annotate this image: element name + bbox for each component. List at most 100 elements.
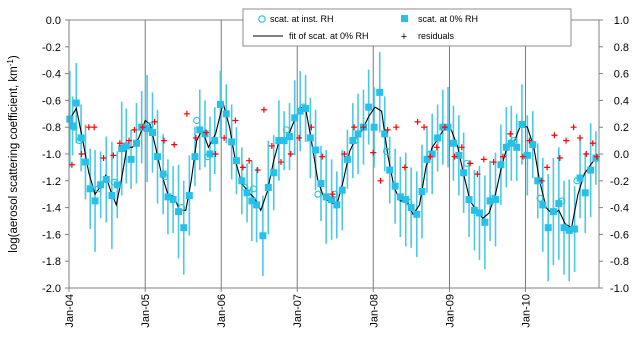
dry-rh-point bbox=[396, 193, 404, 201]
dry-rh-point bbox=[296, 107, 304, 115]
residual-point bbox=[351, 124, 358, 131]
x-tick-label: Jan-09 bbox=[444, 294, 456, 328]
dry-rh-point bbox=[338, 186, 346, 194]
dry-rh-point bbox=[491, 196, 499, 204]
residual-point bbox=[254, 167, 261, 174]
dry-rh-point bbox=[312, 146, 320, 154]
residual-point bbox=[78, 151, 85, 157]
y2-tick-label: -0.8 bbox=[610, 256, 629, 268]
y-tick-label: -0.8 bbox=[42, 122, 61, 134]
dry-rh-point bbox=[228, 138, 236, 146]
x-tick-label: Jan-04 bbox=[64, 294, 76, 328]
residual-point bbox=[427, 153, 434, 160]
y-tick-label: -0.6 bbox=[42, 95, 61, 107]
y2-tick-label: 0.8 bbox=[614, 42, 629, 54]
dry-rh-point bbox=[343, 155, 351, 163]
dry-rh-point bbox=[434, 134, 442, 142]
dry-rh-point bbox=[91, 197, 99, 205]
y2-tick-label: -0.6 bbox=[610, 229, 629, 241]
residual-point bbox=[421, 124, 428, 131]
residual-point bbox=[526, 137, 533, 144]
residual-point bbox=[458, 144, 465, 151]
dry-rh-point bbox=[544, 224, 552, 232]
residual-point bbox=[192, 134, 199, 141]
dry-rh-point bbox=[243, 189, 251, 197]
dry-rh-point bbox=[539, 201, 547, 209]
legend-fit-label: fit of scat. at 0% RH bbox=[289, 31, 369, 41]
dry-rh-point bbox=[560, 224, 568, 232]
dry-rh-point bbox=[286, 133, 294, 141]
dry-rh-point bbox=[127, 155, 135, 163]
y-tick-label: 0.0 bbox=[46, 15, 61, 27]
residual-point bbox=[507, 130, 514, 137]
dry-rh-point bbox=[423, 155, 431, 163]
legend-inst-label: scat. at inst. RH bbox=[270, 14, 334, 24]
dry-rh-point bbox=[306, 134, 314, 142]
y2-tick-label: 1.0 bbox=[614, 15, 629, 27]
dry-rh-point bbox=[444, 123, 452, 131]
y-tick-label: -2.0 bbox=[42, 283, 61, 295]
y-tick-label: -1.6 bbox=[42, 229, 61, 241]
residual-point bbox=[401, 164, 408, 171]
dry-rh-point bbox=[413, 210, 421, 218]
dry-rh-point bbox=[529, 141, 537, 149]
dry-rh-point bbox=[113, 181, 121, 189]
dry-rh-point bbox=[407, 204, 415, 212]
dry-rh-point bbox=[118, 145, 126, 153]
dry-rh-point bbox=[592, 154, 600, 162]
y-tick-label: -1.4 bbox=[42, 203, 61, 215]
residual-point bbox=[203, 129, 210, 136]
y-axis-title: log(aerosol scattering coefficient, km-1… bbox=[6, 55, 20, 253]
inst-rh-point bbox=[249, 185, 258, 193]
dry-rh-point bbox=[428, 150, 436, 158]
dry-rh-point bbox=[275, 137, 283, 145]
dry-rh-point bbox=[211, 137, 219, 145]
dry-rh-point bbox=[81, 158, 89, 166]
legend: scat. at inst. RH scat. at 0% RH fit of … bbox=[242, 8, 572, 47]
y-tick-label: -0.4 bbox=[42, 69, 61, 81]
dry-rh-point bbox=[291, 114, 299, 122]
dry-rh-point bbox=[201, 130, 209, 138]
dry-rh-point bbox=[185, 192, 193, 200]
residual-point bbox=[474, 171, 481, 178]
y2-tick-label: 0.2 bbox=[614, 122, 629, 134]
dry-rh-point bbox=[555, 200, 563, 208]
dry-rh-point bbox=[259, 232, 267, 240]
residual-point bbox=[370, 149, 377, 156]
dry-rh-point bbox=[497, 161, 505, 169]
x-tick-label: Jan-06 bbox=[216, 294, 228, 328]
y2-tick-label: 0.4 bbox=[614, 95, 629, 107]
inst-rh-point bbox=[536, 194, 544, 202]
y2-tick-label: -1.0 bbox=[610, 283, 629, 295]
residual-point bbox=[433, 144, 440, 151]
dry-rh-point bbox=[191, 153, 199, 161]
dry-rh-point bbox=[418, 188, 426, 196]
residual-point bbox=[260, 106, 267, 113]
residual-point bbox=[384, 126, 391, 133]
residual-point bbox=[246, 157, 253, 164]
dry-rh-point bbox=[523, 151, 531, 159]
residual-point bbox=[490, 159, 497, 166]
residual-points bbox=[68, 106, 600, 198]
dry-rh-point bbox=[248, 197, 256, 205]
residual-point bbox=[232, 117, 239, 124]
residual-point bbox=[441, 124, 448, 131]
dry-rh-point bbox=[470, 206, 478, 214]
dry-rh-point bbox=[222, 110, 230, 118]
dry-rh-point bbox=[206, 150, 214, 158]
residual-point bbox=[577, 134, 584, 141]
dry-rh-point bbox=[349, 137, 357, 145]
dry-rh-point bbox=[108, 192, 116, 200]
dry-rh-point bbox=[69, 122, 77, 130]
residual-point bbox=[308, 124, 315, 131]
residual-point bbox=[131, 126, 138, 133]
residual-point bbox=[556, 155, 563, 162]
dry-rh-point bbox=[175, 208, 183, 216]
dry-rh-point bbox=[264, 184, 272, 191]
residual-point bbox=[212, 151, 219, 157]
residual-point bbox=[319, 153, 326, 160]
legend-residuals-label: residuals bbox=[418, 31, 455, 41]
dry-rh-point bbox=[86, 185, 94, 193]
dry-rh-point bbox=[159, 170, 167, 178]
y2-tick-label: 0.6 bbox=[614, 69, 629, 81]
